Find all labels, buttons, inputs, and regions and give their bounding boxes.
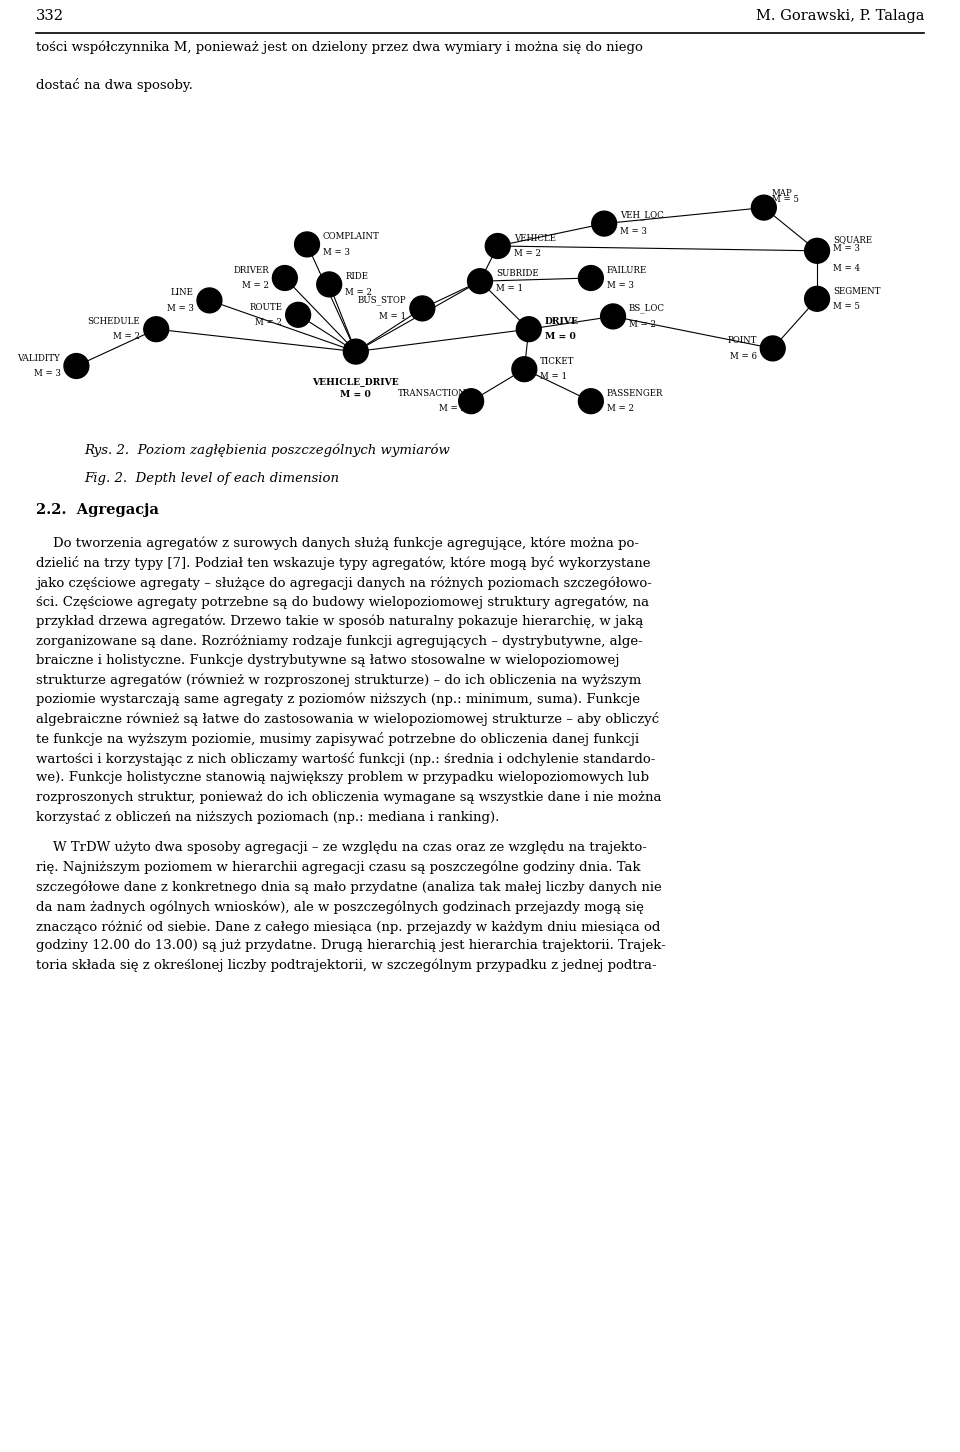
- Text: DRIVE: DRIVE: [544, 317, 579, 327]
- Text: MAP: MAP: [772, 189, 793, 197]
- Ellipse shape: [579, 389, 603, 414]
- Ellipse shape: [273, 266, 298, 290]
- Text: FAILURE: FAILURE: [607, 266, 647, 274]
- Ellipse shape: [591, 211, 616, 237]
- Text: te funkcje na wyższym poziomie, musimy zapisywać potrzebne do obliczenia danej f: te funkcje na wyższym poziomie, musimy z…: [36, 732, 639, 746]
- Text: tości współczynnika M, ponieważ jest on dzielony przez dwa wymiary i można się d: tości współczynnika M, ponieważ jest on …: [36, 41, 643, 54]
- Text: algebraiczne również są łatwe do zastosowania w wielopoziomowej strukturze – aby: algebraiczne również są łatwe do zastoso…: [36, 713, 660, 726]
- Ellipse shape: [144, 317, 169, 341]
- Text: SUBRIDE: SUBRIDE: [496, 269, 539, 277]
- Text: dzielić na trzy typy [7]. Podział ten wskazuje typy agregatów, które mogą być wy: dzielić na trzy typy [7]. Podział ten ws…: [36, 556, 651, 571]
- Text: szczegółowe dane z konkretnego dnia są mało przydatne (analiza tak małej liczby : szczegółowe dane z konkretnego dnia są m…: [36, 880, 662, 894]
- Text: W TrDW użyto dwa sposoby agregacji – ze względu na czas oraz ze względu na traje: W TrDW użyto dwa sposoby agregacji – ze …: [36, 842, 647, 854]
- Text: M = 1: M = 1: [496, 285, 523, 293]
- Text: M = 4: M = 4: [833, 264, 860, 273]
- Text: M = 3: M = 3: [833, 244, 860, 254]
- Ellipse shape: [486, 234, 510, 258]
- Text: M = 3: M = 3: [323, 248, 349, 257]
- Text: M = 2: M = 2: [346, 287, 372, 296]
- Text: poziomie wystarczają same agregaty z poziomów niższych (np.: minimum, suma). Fun: poziomie wystarczają same agregaty z poz…: [36, 693, 640, 707]
- Text: korzystać z obliczeń na niższych poziomach (np.: mediana i ranking).: korzystać z obliczeń na niższych pozioma…: [36, 810, 500, 823]
- Text: M = 3: M = 3: [34, 369, 60, 378]
- Ellipse shape: [804, 286, 829, 311]
- Ellipse shape: [286, 302, 311, 327]
- Text: zorganizowane są dane. Rozróżniamy rodzaje funkcji agregujących – dystrybutywne,: zorganizowane są dane. Rozróżniamy rodza…: [36, 635, 643, 648]
- Text: da nam żadnych ogólnych wniosków), ale w poszczególnych godzinach przejazdy mogą: da nam żadnych ogólnych wniosków), ale w…: [36, 900, 644, 913]
- Ellipse shape: [410, 296, 435, 321]
- Ellipse shape: [516, 317, 541, 341]
- Text: przykład drzewa agregatów. Drzewo takie w sposób naturalny pokazuje hierarchię, : przykład drzewa agregatów. Drzewo takie …: [36, 616, 644, 629]
- Ellipse shape: [512, 357, 537, 382]
- Ellipse shape: [64, 354, 89, 379]
- Text: M. Gorawski, P. Talaga: M. Gorawski, P. Talaga: [756, 9, 924, 23]
- Text: TICKET: TICKET: [540, 357, 575, 366]
- Text: M = 5: M = 5: [772, 196, 799, 205]
- Text: VALIDITY: VALIDITY: [17, 354, 60, 363]
- Text: M = 2: M = 2: [255, 318, 282, 327]
- Text: dostać na dwa sposoby.: dostać na dwa sposoby.: [36, 78, 193, 91]
- Text: Fig. 2.  Depth level of each dimension: Fig. 2. Depth level of each dimension: [84, 472, 340, 485]
- Text: M = 2: M = 2: [629, 319, 656, 328]
- Text: M = 3: M = 3: [167, 303, 194, 312]
- Ellipse shape: [760, 335, 785, 360]
- Text: COMPLAINT: COMPLAINT: [323, 232, 380, 241]
- Text: LINE: LINE: [171, 287, 194, 298]
- Text: POINT: POINT: [728, 337, 756, 346]
- Text: 332: 332: [36, 9, 64, 23]
- Text: strukturze agregatów (również w rozproszonej strukturze) – do ich obliczenia na : strukturze agregatów (również w rozprosz…: [36, 674, 641, 687]
- Text: VEH_LOC: VEH_LOC: [620, 211, 664, 221]
- Ellipse shape: [344, 340, 369, 364]
- Text: M = 0: M = 0: [544, 333, 576, 341]
- Text: SQUARE: SQUARE: [833, 235, 873, 244]
- Text: 2.2.  Agregacja: 2.2. Agregacja: [36, 504, 159, 517]
- Ellipse shape: [459, 389, 484, 414]
- Text: rozproszonych struktur, ponieważ do ich obliczenia wymagane są wszystkie dane i : rozproszonych struktur, ponieważ do ich …: [36, 790, 662, 803]
- Text: VEHICLE: VEHICLE: [514, 234, 556, 242]
- Text: M = 5: M = 5: [833, 302, 860, 311]
- Text: M = 0: M = 0: [341, 391, 372, 399]
- Ellipse shape: [752, 195, 777, 221]
- Text: braiczne i holistyczne. Funkcje dystrybutywne są łatwo stosowalne w wielopoziomo: braiczne i holistyczne. Funkcje dystrybu…: [36, 653, 620, 666]
- Text: PASSENGER: PASSENGER: [607, 389, 663, 398]
- Ellipse shape: [601, 303, 626, 328]
- Text: wartości i korzystając z nich obliczamy wartość funkcji (np.: średnia i odchylen: wartości i korzystając z nich obliczamy …: [36, 752, 656, 765]
- Ellipse shape: [579, 266, 603, 290]
- Text: M = 1: M = 1: [379, 312, 406, 321]
- Ellipse shape: [295, 232, 320, 257]
- Text: BS_LOC: BS_LOC: [629, 303, 665, 314]
- Text: we). Funkcje holistyczne stanowią największy problem w przypadku wielopoziomowyc: we). Funkcje holistyczne stanowią najwię…: [36, 771, 650, 784]
- Text: RIDE: RIDE: [346, 272, 369, 282]
- Ellipse shape: [197, 287, 222, 312]
- Text: ści. Częściowe agregaty potrzebne są do budowy wielopoziomowej struktury agregat: ści. Częściowe agregaty potrzebne są do …: [36, 595, 650, 608]
- Text: Do tworzenia agregatów z surowych danych służą funkcje agregujące, które można p: Do tworzenia agregatów z surowych danych…: [36, 537, 639, 550]
- Text: M = 6: M = 6: [730, 351, 756, 360]
- Text: toria składa się z określonej liczby podtrajektorii, w szczególnym przypadku z j: toria składa się z określonej liczby pod…: [36, 958, 657, 971]
- Text: M = 2: M = 2: [607, 405, 634, 414]
- Text: DRIVER: DRIVER: [233, 266, 269, 274]
- Text: M = 2: M = 2: [113, 333, 140, 341]
- Text: M = 2: M = 2: [514, 250, 540, 258]
- Text: BUS_STOP: BUS_STOP: [358, 296, 406, 305]
- Text: M = 2: M = 2: [242, 282, 269, 290]
- Ellipse shape: [468, 269, 492, 293]
- Text: ROUTE: ROUTE: [250, 302, 282, 312]
- Text: TRANSACTION: TRANSACTION: [397, 389, 467, 398]
- Text: SCHEDULE: SCHEDULE: [87, 317, 140, 327]
- Text: rię. Najniższym poziomem w hierarchii agregacji czasu są poszczególne godziny dn: rię. Najniższym poziomem w hierarchii ag…: [36, 861, 641, 874]
- Text: SEGMENT: SEGMENT: [833, 286, 880, 296]
- Text: godziny 12.00 do 13.00) są już przydatne. Drugą hierarchią jest hierarchia traje: godziny 12.00 do 13.00) są już przydatne…: [36, 939, 666, 953]
- Text: znacząco różnić od siebie. Dane z całego miesiąca (np. przejazdy w każdym dniu m: znacząco różnić od siebie. Dane z całego…: [36, 919, 660, 934]
- Ellipse shape: [804, 238, 829, 263]
- Text: Rys. 2.  Poziom zagłębienia poszczególnych wymiarów: Rys. 2. Poziom zagłębienia poszczególnyc…: [84, 443, 450, 456]
- Text: VEHICLE_DRIVE: VEHICLE_DRIVE: [312, 378, 399, 386]
- Text: jako częściowe agregaty – służące do agregacji danych na różnych poziomach szcze: jako częściowe agregaty – służące do agr…: [36, 576, 653, 590]
- Text: M = 3: M = 3: [620, 227, 647, 235]
- Ellipse shape: [317, 272, 342, 296]
- Text: M = 1: M = 1: [540, 372, 567, 382]
- Text: M = 3: M = 3: [607, 282, 634, 290]
- Text: M = 2: M = 2: [440, 405, 467, 414]
